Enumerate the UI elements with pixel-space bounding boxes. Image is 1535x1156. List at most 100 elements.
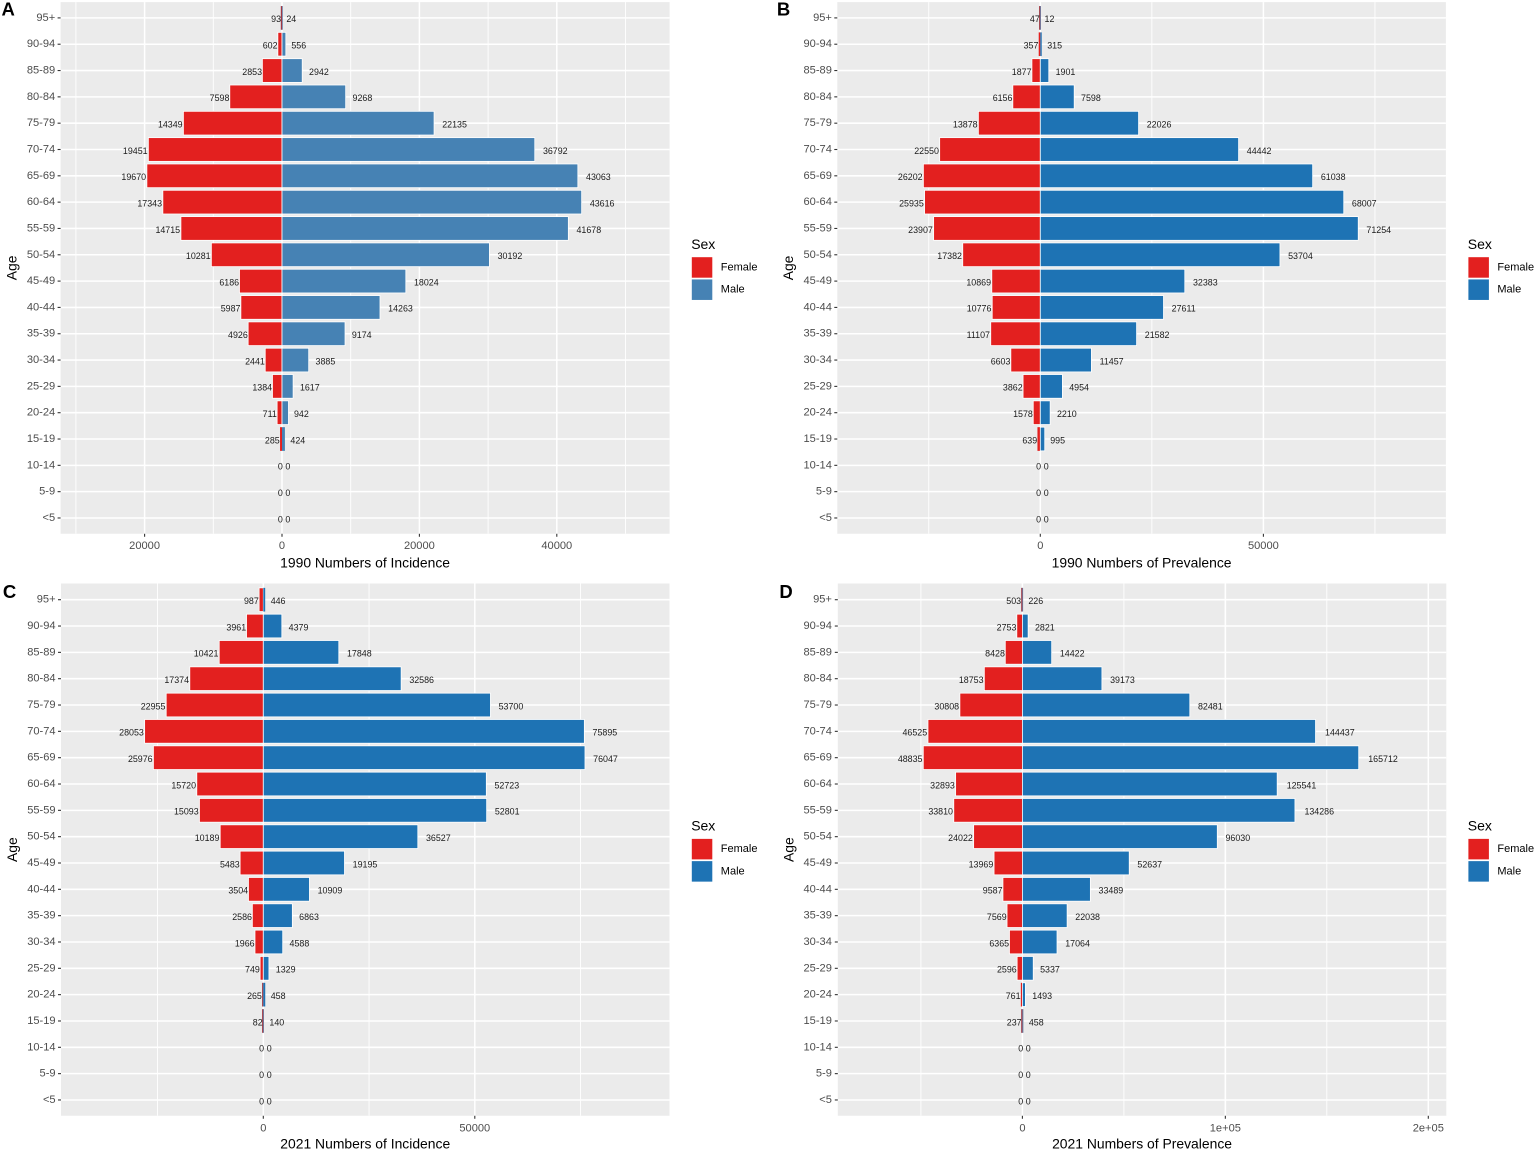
svg-text:3885: 3885 [316, 356, 336, 366]
svg-text:75895: 75895 [593, 728, 618, 738]
svg-text:70-74: 70-74 [804, 725, 832, 737]
svg-text:144437: 144437 [1325, 728, 1355, 738]
svg-text:85-89: 85-89 [804, 646, 832, 658]
svg-text:30192: 30192 [498, 251, 523, 261]
svg-text:0: 0 [278, 462, 283, 472]
svg-text:35-39: 35-39 [804, 910, 832, 922]
svg-text:0: 0 [1044, 514, 1049, 524]
svg-text:52637: 52637 [1137, 859, 1162, 869]
svg-text:70-74: 70-74 [27, 725, 55, 737]
svg-text:12: 12 [1045, 14, 1055, 24]
svg-text:<5: <5 [819, 512, 832, 524]
svg-text:15-19: 15-19 [27, 433, 55, 445]
svg-text:65-69: 65-69 [804, 752, 832, 764]
svg-text:1578: 1578 [1013, 409, 1033, 419]
svg-text:165712: 165712 [1368, 754, 1398, 764]
svg-text:2441: 2441 [245, 356, 265, 366]
svg-text:0: 0 [259, 1044, 264, 1054]
svg-text:446: 446 [271, 596, 286, 606]
svg-text:24022: 24022 [948, 833, 973, 843]
svg-text:52723: 52723 [495, 780, 520, 790]
svg-text:52801: 52801 [495, 807, 520, 817]
svg-text:0: 0 [267, 1096, 272, 1106]
svg-text:11457: 11457 [1100, 356, 1124, 366]
svg-text:10869: 10869 [966, 277, 991, 287]
svg-text:13969: 13969 [969, 859, 994, 869]
svg-text:237: 237 [1007, 1017, 1022, 1027]
svg-text:50-54: 50-54 [804, 249, 832, 261]
svg-text:C: C [3, 581, 16, 602]
svg-text:1e+05: 1e+05 [1210, 1123, 1241, 1135]
svg-text:45-49: 45-49 [27, 857, 55, 869]
svg-text:10-14: 10-14 [804, 1041, 832, 1053]
svg-text:21582: 21582 [1145, 330, 1170, 340]
svg-text:0: 0 [259, 1070, 264, 1080]
svg-text:80-84: 80-84 [27, 673, 55, 685]
svg-text:60-64: 60-64 [804, 778, 832, 790]
svg-text:0: 0 [260, 1123, 266, 1135]
svg-text:30808: 30808 [934, 701, 959, 711]
svg-text:11107: 11107 [967, 330, 990, 340]
svg-text:93: 93 [271, 14, 281, 24]
svg-text:0: 0 [1026, 1070, 1031, 1080]
svg-text:7598: 7598 [210, 93, 230, 103]
svg-text:30-34: 30-34 [27, 936, 55, 948]
svg-text:14715: 14715 [155, 225, 180, 235]
svg-text:0: 0 [279, 540, 285, 552]
svg-text:17848: 17848 [347, 649, 372, 659]
svg-text:0: 0 [1036, 514, 1041, 524]
svg-text:70-74: 70-74 [804, 144, 832, 156]
svg-text:25-29: 25-29 [27, 962, 55, 974]
svg-text:43063: 43063 [586, 172, 611, 182]
svg-text:55-59: 55-59 [804, 222, 832, 234]
svg-text:90-94: 90-94 [27, 38, 55, 50]
svg-text:125541: 125541 [1287, 780, 1317, 790]
svg-text:47: 47 [1030, 14, 1040, 24]
svg-text:0: 0 [259, 1096, 264, 1106]
svg-text:33489: 33489 [1099, 886, 1124, 896]
svg-text:15720: 15720 [171, 780, 196, 790]
svg-text:Sex: Sex [691, 818, 715, 834]
svg-text:61038: 61038 [1321, 172, 1346, 182]
svg-text:0: 0 [285, 488, 290, 498]
svg-text:30-34: 30-34 [27, 354, 55, 366]
svg-text:<5: <5 [43, 1094, 56, 1106]
svg-text:0: 0 [1036, 488, 1041, 498]
svg-text:134286: 134286 [1304, 807, 1334, 817]
svg-text:22038: 22038 [1075, 912, 1100, 922]
svg-text:Female: Female [1497, 261, 1534, 273]
svg-text:35-39: 35-39 [27, 910, 55, 922]
svg-text:1617: 1617 [300, 383, 320, 393]
svg-text:15093: 15093 [174, 807, 199, 817]
svg-text:Age: Age [4, 255, 20, 280]
svg-text:36792: 36792 [543, 146, 568, 156]
svg-text:90-94: 90-94 [804, 620, 832, 632]
svg-text:2021 Numbers of Incidence: 2021 Numbers of Incidence [280, 1135, 450, 1151]
svg-text:75-79: 75-79 [27, 117, 55, 129]
svg-text:65-69: 65-69 [27, 752, 55, 764]
svg-text:424: 424 [290, 435, 305, 445]
svg-text:95+: 95+ [37, 594, 56, 606]
svg-text:50-54: 50-54 [804, 831, 832, 843]
svg-text:10-14: 10-14 [804, 459, 832, 471]
svg-text:10-14: 10-14 [27, 459, 55, 471]
svg-text:45-49: 45-49 [804, 275, 832, 287]
svg-text:2753: 2753 [997, 622, 1017, 632]
svg-text:5987: 5987 [221, 304, 241, 314]
svg-text:556: 556 [291, 41, 306, 51]
svg-text:50000: 50000 [1248, 540, 1279, 552]
svg-text:96030: 96030 [1225, 833, 1250, 843]
svg-text:14422: 14422 [1060, 649, 1085, 659]
svg-text:2853: 2853 [242, 67, 262, 77]
svg-text:22135: 22135 [442, 119, 467, 129]
svg-text:90-94: 90-94 [804, 38, 832, 50]
svg-text:6365: 6365 [989, 938, 1009, 948]
svg-text:B: B [777, 0, 790, 20]
svg-text:1329: 1329 [276, 965, 296, 975]
svg-text:9268: 9268 [353, 93, 373, 103]
svg-text:80-84: 80-84 [804, 91, 832, 103]
svg-text:18753: 18753 [959, 675, 984, 685]
svg-text:Sex: Sex [1468, 236, 1492, 252]
svg-text:<5: <5 [43, 512, 56, 524]
svg-text:30-34: 30-34 [804, 936, 832, 948]
